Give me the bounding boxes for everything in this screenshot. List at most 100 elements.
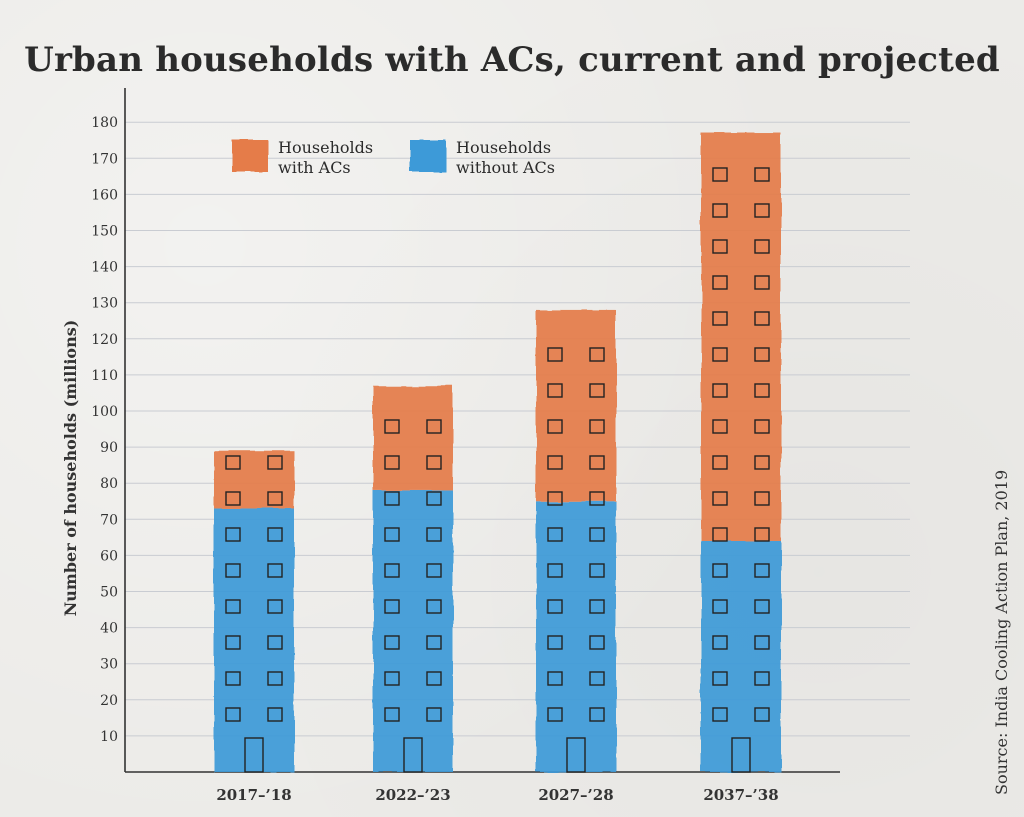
window-mark — [712, 599, 728, 614]
bar-without-acs — [701, 540, 781, 772]
window-mark — [547, 707, 563, 722]
window-mark — [754, 383, 770, 398]
window-mark — [225, 635, 241, 650]
bar-without-acs — [214, 508, 294, 772]
y-tick-label: 120 — [91, 332, 118, 348]
window-mark — [712, 311, 728, 326]
window-mark — [754, 203, 770, 218]
legend-label: Households — [278, 138, 373, 157]
bar-with-acs — [373, 385, 453, 491]
window-mark — [267, 527, 283, 542]
window-mark — [754, 167, 770, 182]
window-mark — [267, 707, 283, 722]
window-mark — [754, 239, 770, 254]
y-tick-label: 40 — [100, 621, 118, 637]
window-mark — [426, 671, 442, 686]
window-mark — [384, 527, 400, 542]
window-mark — [384, 635, 400, 650]
legend-label: with ACs — [278, 158, 351, 177]
y-tick-label: 30 — [100, 657, 118, 673]
window-mark — [426, 491, 442, 506]
window-mark — [712, 419, 728, 434]
window-mark — [754, 707, 770, 722]
chart-title: Urban households with ACs, current and p… — [24, 40, 1000, 80]
window-mark — [426, 527, 442, 542]
window-mark — [712, 383, 728, 398]
legend-label: Households — [456, 138, 551, 157]
window-mark — [426, 563, 442, 578]
window-mark — [225, 671, 241, 686]
window-mark — [547, 347, 563, 362]
window-mark — [712, 707, 728, 722]
window-mark — [225, 599, 241, 614]
window-mark — [547, 455, 563, 470]
window-mark — [712, 491, 728, 506]
window-mark — [712, 347, 728, 362]
y-tick-label: 70 — [100, 512, 118, 528]
window-mark — [547, 635, 563, 650]
window-mark — [426, 707, 442, 722]
window-mark — [589, 599, 605, 614]
y-tick-label: 110 — [91, 368, 118, 384]
window-mark — [384, 563, 400, 578]
window-mark — [547, 383, 563, 398]
window-mark — [589, 347, 605, 362]
window-mark — [712, 527, 728, 542]
window-mark — [267, 599, 283, 614]
axes: 10 20 30 40 50 60 70 80 90 100 110 120 130 140 150 160 1… — [61, 88, 840, 804]
window-mark — [426, 419, 442, 434]
window-mark — [225, 527, 241, 542]
window-mark — [754, 491, 770, 506]
window-mark — [754, 419, 770, 434]
window-mark — [225, 491, 241, 506]
bar-with-acs — [701, 133, 781, 541]
window-mark — [712, 239, 728, 254]
window-mark — [267, 635, 283, 650]
window-mark — [547, 527, 563, 542]
y-tick-label: 80 — [100, 476, 118, 492]
bar-without-acs — [373, 490, 453, 772]
window-mark — [754, 347, 770, 362]
window-mark — [384, 455, 400, 470]
window-mark — [384, 599, 400, 614]
window-mark — [547, 599, 563, 614]
window-mark — [712, 275, 728, 290]
y-tick-label: 60 — [100, 548, 118, 564]
bar-with-acs — [214, 450, 294, 509]
y-tick-label: 150 — [91, 224, 118, 240]
window-mark — [547, 563, 563, 578]
y-tick-label: 90 — [100, 440, 118, 456]
window-mark — [589, 563, 605, 578]
y-tick-label: 160 — [91, 187, 118, 203]
bar-with-acs — [536, 309, 616, 502]
window-mark — [754, 455, 770, 470]
window-mark — [426, 455, 442, 470]
window-mark — [426, 635, 442, 650]
x-category-label: 2017–’18 — [216, 786, 291, 804]
legend-label: without ACs — [456, 158, 555, 177]
y-tick-label: 20 — [100, 693, 118, 709]
window-mark — [547, 671, 563, 686]
window-mark — [754, 527, 770, 542]
window-mark — [712, 635, 728, 650]
window-mark — [384, 419, 400, 434]
window-mark — [754, 311, 770, 326]
y-tick-label: 140 — [91, 260, 118, 276]
window-mark — [589, 455, 605, 470]
window-mark — [267, 671, 283, 686]
window-mark — [589, 419, 605, 434]
legend-swatch — [232, 140, 268, 172]
y-tick-label: 10 — [100, 729, 118, 745]
window-mark — [754, 563, 770, 578]
window-mark — [225, 455, 241, 470]
bar-group — [373, 385, 453, 773]
legend-swatch — [410, 140, 446, 172]
y-tick-label: 100 — [91, 404, 118, 420]
window-mark — [384, 707, 400, 722]
window-mark — [267, 455, 283, 470]
x-category-label: 2037–’38 — [703, 786, 778, 804]
